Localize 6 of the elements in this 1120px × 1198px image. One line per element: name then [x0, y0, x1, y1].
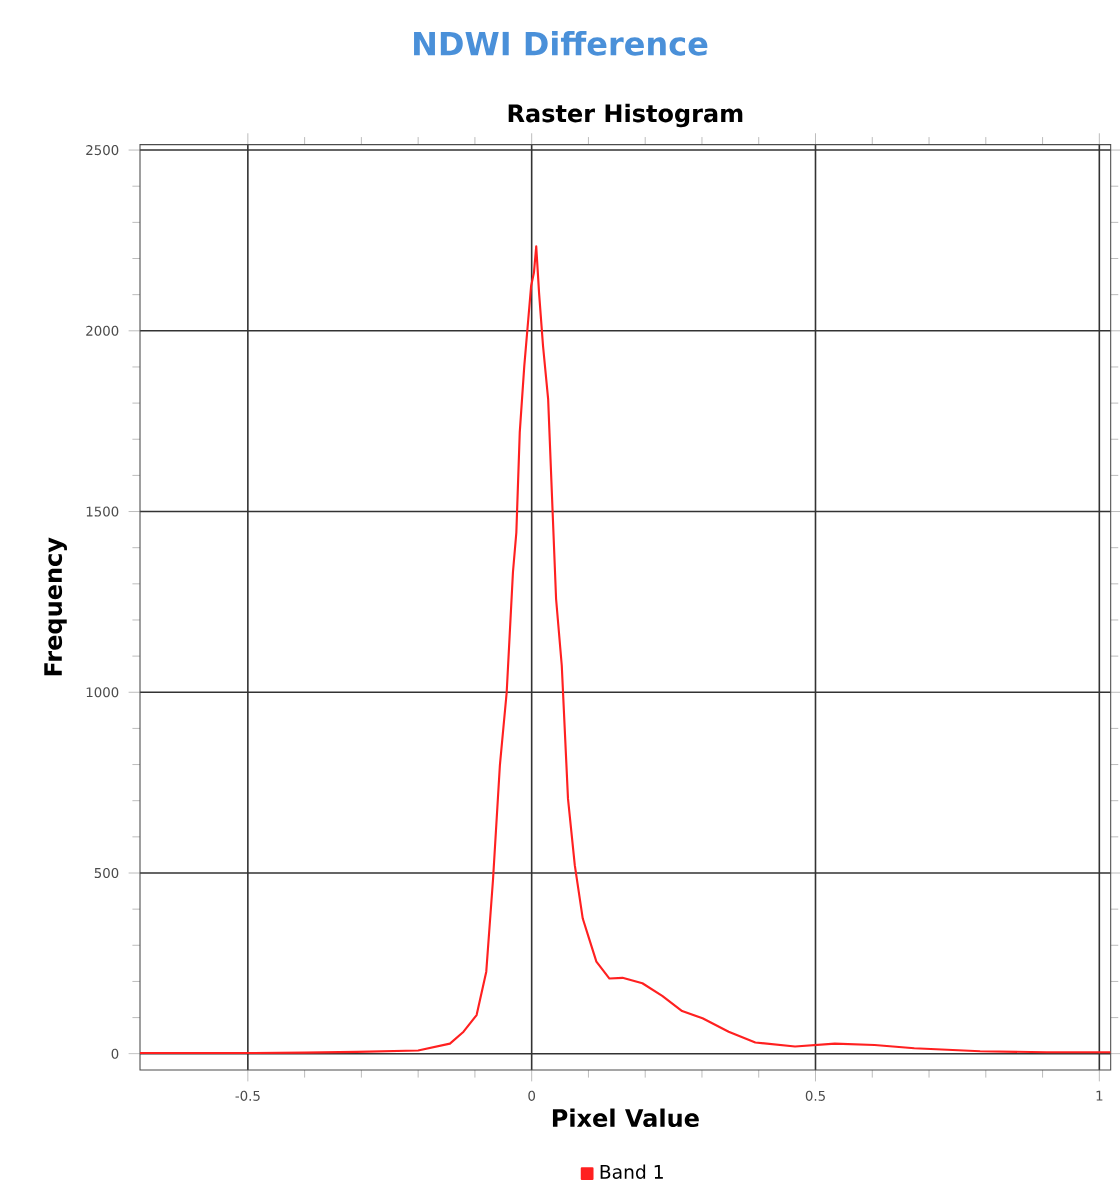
y-axis-title: Frequency: [44, 537, 67, 676]
legend-label: Band 1: [600, 1164, 663, 1179]
chart-subtitle: Raster Histogram: [508, 103, 743, 128]
x-axis-title: Pixel Value: [552, 1108, 699, 1128]
line-series: [140, 245, 1111, 1055]
chart-title: NDWI Difference: [414, 30, 708, 56]
